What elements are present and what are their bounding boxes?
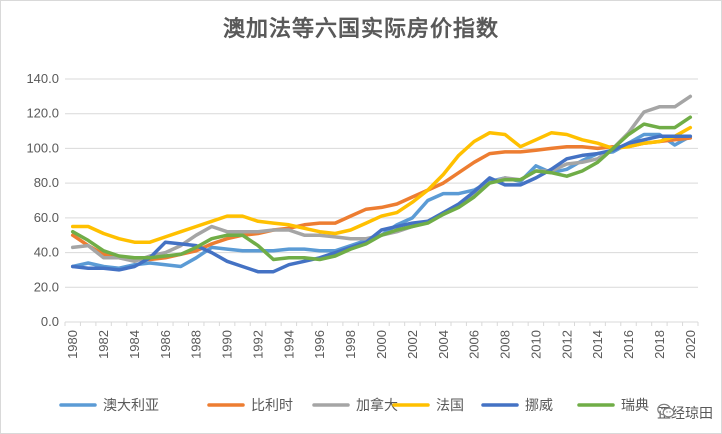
x-tick-label: 1984	[127, 330, 142, 359]
y-tick-label: 140.0	[26, 71, 59, 86]
x-tick-label: 1994	[281, 330, 296, 359]
legend-label-1: 比利时	[251, 398, 293, 414]
legend-label-5: 瑞典	[621, 398, 649, 414]
legend-label-0: 澳大利亚	[103, 398, 159, 414]
legend-label-2: 加拿大	[356, 397, 398, 414]
legend-label-3: 法国	[436, 398, 464, 414]
x-tick-label: 1982	[96, 330, 111, 359]
y-tick-label: 60.0	[34, 210, 59, 225]
x-tick-label: 2020	[683, 330, 698, 359]
series-line-4	[70, 134, 693, 274]
x-tick-label: 2010	[528, 330, 543, 359]
y-tick-label: 80.0	[34, 175, 59, 190]
x-tick-label: 2004	[436, 330, 451, 359]
x-tick-label: 1986	[158, 330, 173, 359]
x-tick-label: 2008	[498, 330, 513, 359]
x-tick-label: 2018	[652, 330, 667, 359]
y-tick-label: 120.0	[26, 106, 59, 121]
y-tick-label: 100.0	[26, 140, 59, 155]
chart-title: 澳加法等六国实际房价指数	[222, 16, 499, 42]
wechat-icon	[657, 403, 675, 418]
series-line-5	[70, 115, 693, 262]
x-tick-label: 1980	[65, 330, 80, 359]
x-tick-label: 2002	[405, 330, 420, 359]
x-tick-label: 1992	[250, 330, 265, 359]
x-tick-label: 2014	[590, 330, 605, 359]
y-tick-label: 40.0	[34, 245, 59, 260]
x-tick-label: 1990	[220, 330, 235, 359]
x-tick-label: 2012	[559, 330, 574, 359]
watermark: 正经琼田	[657, 403, 713, 423]
series-line-3	[70, 125, 693, 244]
x-tick-label: 1996	[312, 330, 327, 359]
x-tick-label: 1988	[189, 330, 204, 359]
x-tick-label: 1998	[343, 330, 358, 359]
x-tick-label: 2000	[374, 330, 389, 359]
x-tick-label: 2006	[467, 330, 482, 359]
y-tick-label: 20.0	[34, 279, 59, 294]
y-tick-label: 0.0	[41, 314, 59, 329]
legend-label-4: 挪威	[525, 398, 553, 414]
x-tick-label: 2016	[621, 330, 636, 359]
